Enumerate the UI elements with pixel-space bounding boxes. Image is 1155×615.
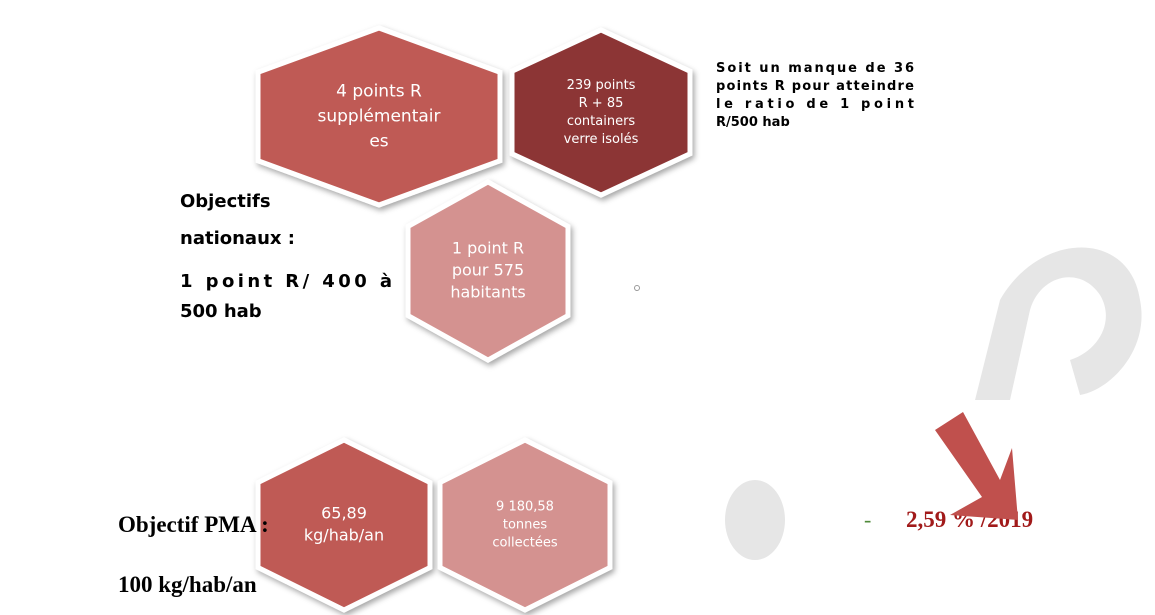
hexagon-label: 9 180,58 xyxy=(496,500,554,515)
hexagon-label: collectées xyxy=(492,536,558,551)
note-line: R/500 hab xyxy=(716,115,790,130)
down-arrow xyxy=(935,412,1018,520)
note-line: points R pour atteindre xyxy=(716,79,914,94)
dot xyxy=(634,285,640,291)
national-title: nationaux : xyxy=(180,228,295,249)
national-title: Objectifs xyxy=(180,191,271,212)
watermark-shape xyxy=(975,247,1142,400)
national-target: 1 point R/ 400 à xyxy=(180,271,392,292)
hexagon-label: R + 85 xyxy=(579,96,624,111)
hexagon-label: 239 points xyxy=(567,78,636,93)
hexagon xyxy=(405,179,571,363)
hexagon-label: tonnes xyxy=(503,518,548,533)
trend-dash: - xyxy=(864,507,871,532)
hexagon-label: kg/hab/an xyxy=(304,526,384,545)
note-line: le ratio de 1 point xyxy=(716,97,914,112)
hexagon-label: verre isolés xyxy=(564,132,639,147)
hexagon-label: es xyxy=(369,132,388,152)
watermark-dot xyxy=(725,480,785,560)
hexagon xyxy=(509,27,693,198)
note-line: Soit un manque de 36 xyxy=(716,61,914,76)
hexagon-label: 4 points R xyxy=(336,82,422,102)
hexagon xyxy=(437,437,613,613)
hexagon-label: 65,89 xyxy=(321,504,367,523)
hexagon xyxy=(255,437,433,613)
watermark xyxy=(725,247,1142,560)
hexagon xyxy=(255,25,503,208)
hexagon-label: containers xyxy=(567,114,636,129)
pma-title: Objectif PMA : xyxy=(118,512,269,537)
national-target: 500 hab xyxy=(180,301,262,322)
hexagon-label: pour 575 xyxy=(452,261,524,280)
hexagon-label: 1 point R xyxy=(452,239,524,258)
pma-target: 100 kg/hab/an xyxy=(118,572,257,597)
hexagon-label: habitants xyxy=(450,283,525,302)
hexagon-label: supplémentair xyxy=(318,107,441,127)
